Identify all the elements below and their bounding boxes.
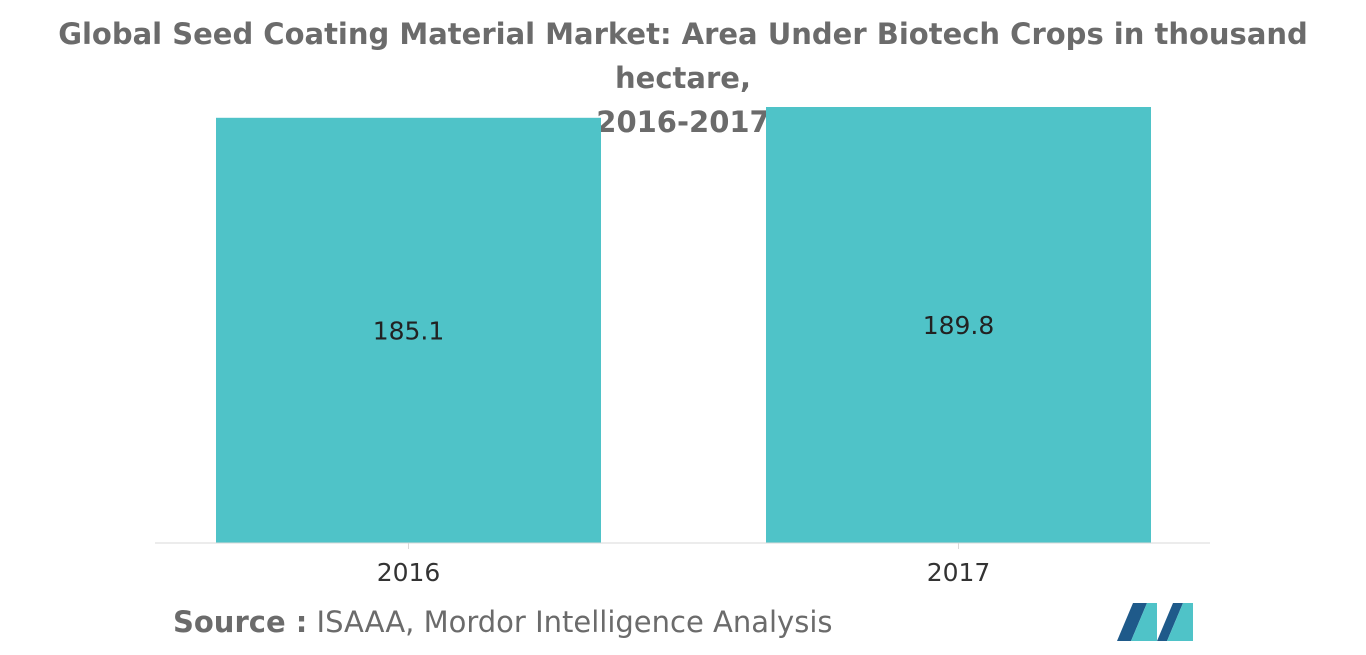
source-prefix: Source : (173, 605, 308, 639)
logo-left-light-shape (1131, 603, 1157, 641)
mordor-intelligence-logo-icon (1117, 603, 1193, 641)
x-tick-label-2016: 2016 (377, 558, 441, 587)
logo-right-light-shape (1167, 603, 1193, 641)
chart-title: Global Seed Coating Material Market: Are… (0, 12, 1366, 144)
source-note: Source : ISAAA, Mordor Intelligence Anal… (173, 605, 833, 639)
data-label-2016: 185.1 (373, 316, 445, 345)
chart-title-line-2: 2016-2017 (596, 105, 770, 139)
logo-left-dark-shape (1117, 603, 1147, 641)
bar-chart: 185.1 2016 189.8 2017 (155, 107, 1210, 587)
data-label-2017: 189.8 (923, 311, 995, 340)
bar-2017 (766, 107, 1151, 543)
logo-right-dark-shape (1157, 603, 1183, 641)
x-tick-label-2017: 2017 (927, 558, 991, 587)
chart-title-line-1: Global Seed Coating Material Market: Are… (58, 17, 1308, 95)
source-text: ISAAA, Mordor Intelligence Analysis (316, 605, 833, 639)
bar-2016 (216, 117, 601, 543)
